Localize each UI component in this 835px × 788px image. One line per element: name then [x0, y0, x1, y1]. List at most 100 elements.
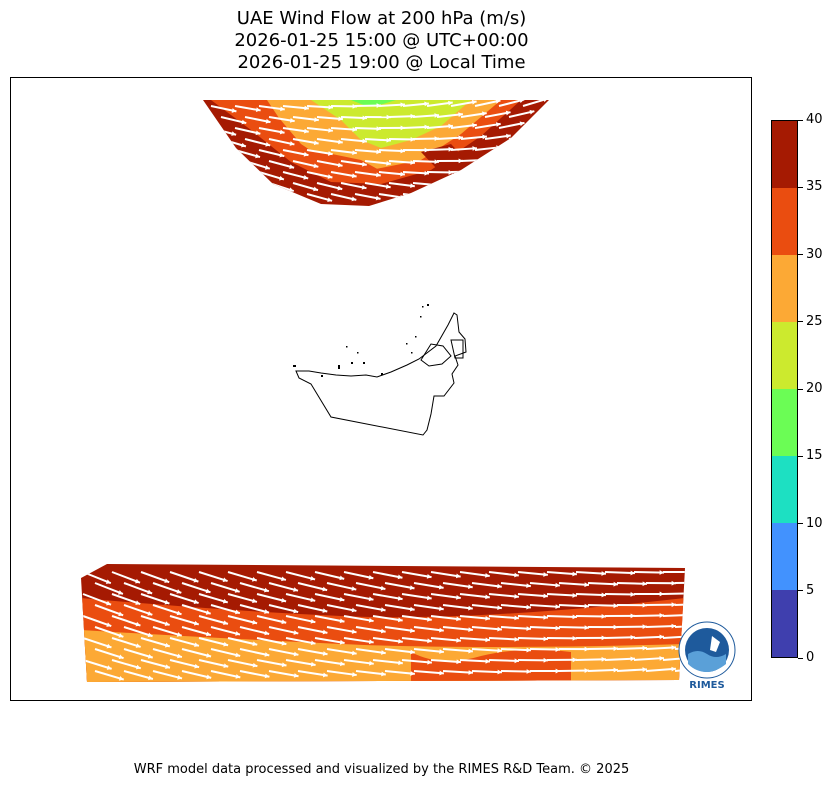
wind-arrow	[256, 571, 287, 581]
wind-arrow	[529, 604, 561, 608]
wind-arrow-head	[671, 645, 676, 651]
wind-arrow-head	[468, 584, 473, 590]
wind-arrow-head	[164, 578, 170, 583]
wind-arrow-head	[497, 605, 502, 611]
wind-arrow	[616, 646, 648, 650]
wind-arrow-head	[424, 147, 429, 153]
wind-arrow-head	[231, 108, 237, 113]
wind-arrow-head	[117, 590, 123, 595]
wind-arrow-head	[293, 587, 299, 592]
wind-arrow	[546, 615, 578, 619]
wind-arrow-head	[472, 122, 477, 128]
wind-arrow-head	[455, 573, 461, 579]
wind-arrow-head	[601, 614, 606, 619]
wind-arrow	[645, 646, 677, 650]
wind-arrow-head	[381, 671, 386, 677]
title-line-1: UAE Wind Flow at 200 hPa (m/s)	[236, 8, 527, 29]
wind-arrow	[355, 582, 386, 590]
wind-arrow-head	[495, 100, 501, 104]
wind-arrow-head	[376, 172, 381, 178]
title-line-2: 2026-01-25 15:00 @ UTC+00:00	[234, 30, 529, 51]
wind-arrow-head	[642, 602, 647, 608]
wind-arrow	[645, 625, 677, 628]
wind-arrows-south	[82, 570, 693, 681]
wind-arrow-head	[351, 586, 357, 591]
wind-arrow-head	[410, 183, 415, 189]
wind-arrow	[471, 648, 503, 652]
wind-arrow-head	[368, 596, 374, 602]
wind-arrow	[532, 155, 549, 162]
wind-arrow-head	[265, 142, 271, 147]
wind-arrow-head	[376, 126, 381, 132]
wind-arrow	[210, 604, 241, 615]
wind-arrow	[285, 659, 316, 666]
wind-arrow-head	[424, 170, 429, 176]
wind-arrow-head	[398, 660, 403, 666]
wind-arrow	[198, 615, 229, 625]
wind-arrow-head	[380, 585, 386, 591]
wind-arrow-head	[193, 599, 199, 604]
wind-arrow	[220, 182, 246, 194]
wind-arrow-head	[439, 606, 444, 611]
wind-arrow-head	[254, 176, 260, 182]
wind-arrow	[546, 593, 578, 597]
wind-arrow-head	[410, 649, 415, 655]
wind-region-south	[81, 564, 693, 682]
wind-arrow	[268, 670, 299, 678]
wind-arrow	[522, 167, 549, 173]
wind-arrow	[587, 582, 619, 586]
wind-arrow	[268, 626, 299, 635]
wind-arrow-head	[118, 676, 124, 681]
wind-arrow	[94, 670, 125, 681]
wind-arrow-head	[241, 119, 247, 125]
wind-arrow-head	[543, 100, 548, 103]
wind-arrow-head	[584, 603, 589, 609]
wind-arrow	[575, 571, 607, 575]
wind-arrow-head	[230, 177, 236, 182]
wind-arrow-head	[613, 667, 618, 673]
wind-arrow	[111, 659, 142, 670]
wind-arrow-head	[514, 658, 519, 664]
wind-arrow-head	[438, 584, 444, 590]
wind-arrow-head	[426, 574, 432, 579]
wind-arrow-head	[630, 570, 635, 576]
wind-arrow	[517, 637, 549, 640]
wind-arrow-head	[303, 151, 309, 157]
wind-arrow	[546, 571, 577, 576]
wind-arrow-head	[322, 672, 328, 678]
wind-arrow-head	[514, 572, 519, 578]
wind-arrow-head	[434, 113, 439, 118]
wind-arrow-head	[689, 570, 693, 575]
colorbar-tick-label: 15	[806, 448, 823, 464]
wind-arrow-head	[584, 668, 589, 673]
wind-arrow	[210, 149, 237, 159]
wind-arrow-head	[526, 669, 531, 674]
wind-arrow	[111, 637, 141, 648]
wind-arrow-head	[526, 626, 531, 632]
wind-arrow-head	[310, 576, 316, 581]
wind-arrow-head	[264, 673, 270, 679]
wind-arrow	[662, 613, 685, 617]
wind-arrow-head	[505, 110, 511, 116]
wind-arrow-head	[293, 673, 299, 678]
wind-arrow-head	[485, 594, 490, 600]
wind-arrow-head	[642, 667, 647, 672]
wind-arrow	[471, 626, 502, 631]
wind-arrow-head	[279, 152, 285, 158]
wind-arrow-head	[118, 633, 124, 638]
colorbar-tick-label: 10	[806, 515, 823, 531]
wind-arrow	[268, 604, 299, 614]
wind-arrow	[488, 659, 520, 662]
wind-arrow-head	[240, 165, 246, 171]
wind-arrow-head	[659, 570, 664, 575]
wind-arrow-head	[400, 102, 405, 108]
wind-arrow	[111, 615, 141, 627]
wind-arrow-head	[375, 195, 381, 201]
wind-arrow-head	[630, 656, 635, 662]
wind-arrow-head	[642, 581, 647, 587]
wind-arrow	[587, 668, 619, 672]
wind-arrow-head	[164, 621, 170, 626]
wind-arrow	[343, 615, 374, 623]
wind-arrow	[268, 648, 299, 656]
wind-arrow	[355, 648, 386, 655]
